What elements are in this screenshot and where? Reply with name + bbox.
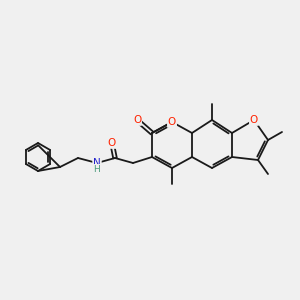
Text: N: N xyxy=(93,158,101,168)
Text: O: O xyxy=(250,115,258,125)
Text: H: H xyxy=(94,164,100,173)
Text: O: O xyxy=(168,117,176,127)
Text: O: O xyxy=(108,138,116,148)
Text: O: O xyxy=(133,115,141,125)
